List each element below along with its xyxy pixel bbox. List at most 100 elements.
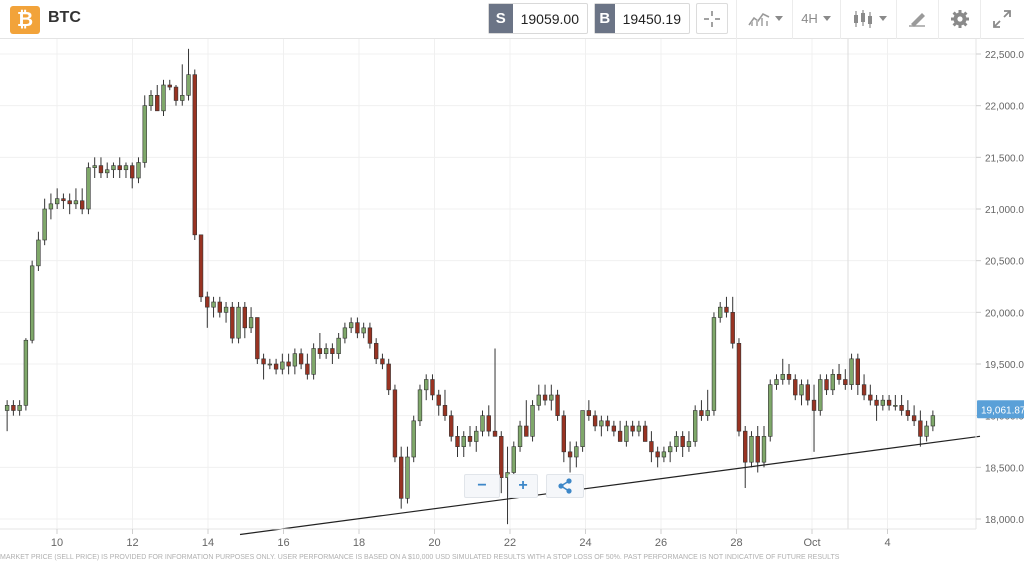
settings-button[interactable] bbox=[944, 3, 976, 34]
candle-body bbox=[442, 405, 448, 416]
chart-type-button[interactable] bbox=[846, 3, 892, 34]
candle-body bbox=[499, 436, 504, 478]
candle-body bbox=[430, 379, 435, 396]
candle-body bbox=[230, 306, 235, 339]
bitcoin-icon: ₿ bbox=[10, 6, 40, 34]
buy-price: 19450.19 bbox=[622, 10, 681, 27]
candle-body bbox=[849, 358, 854, 385]
candle-body bbox=[549, 394, 554, 401]
candle-body bbox=[492, 430, 498, 437]
candle-body bbox=[98, 165, 104, 174]
candle-body bbox=[699, 410, 704, 416]
candle-body bbox=[142, 105, 147, 163]
share-button[interactable] bbox=[546, 474, 584, 498]
candle-body bbox=[111, 165, 116, 171]
candle-body bbox=[455, 436, 460, 447]
candle-body bbox=[148, 95, 154, 106]
x-tick-label: 22 bbox=[504, 537, 516, 549]
candle-body bbox=[686, 441, 692, 447]
crosshair-icon bbox=[704, 10, 720, 27]
y-tick-label: 22,500.00 bbox=[985, 50, 1024, 61]
candle-body bbox=[918, 420, 923, 437]
current-price-tag: 19,061.87 bbox=[977, 400, 1024, 419]
candle-body bbox=[223, 306, 229, 313]
candle-body bbox=[930, 415, 936, 427]
candle-body bbox=[11, 405, 16, 411]
candle-body bbox=[530, 405, 535, 437]
candle-body bbox=[480, 415, 485, 432]
indicators-button[interactable] bbox=[742, 3, 788, 34]
candles bbox=[4, 48, 936, 525]
candle-body bbox=[911, 415, 917, 422]
candle-body bbox=[786, 374, 792, 380]
timeframe-dropdown[interactable]: 4H bbox=[796, 3, 836, 34]
y-tick-label: 20,000.00 bbox=[985, 308, 1024, 319]
buy-button[interactable]: B 19450.19 bbox=[594, 3, 690, 34]
candle-body bbox=[830, 374, 835, 391]
candle-body bbox=[348, 322, 354, 329]
chevron-down-icon bbox=[822, 16, 831, 21]
candle-body bbox=[768, 384, 773, 437]
fullscreen-button[interactable] bbox=[986, 3, 1018, 34]
trendline[interactable] bbox=[239, 435, 981, 536]
candle-body bbox=[267, 363, 273, 366]
price-chart[interactable]: 10 12 14 16 18 20 22 24 26 28 Oct 4 18,000.00 18,500… bbox=[0, 39, 1024, 554]
buy-tag: B bbox=[595, 4, 615, 33]
y-tick-label: 20,500.00 bbox=[985, 257, 1024, 268]
x-tick-label: 16 bbox=[277, 537, 289, 549]
x-axis: 10 12 14 16 18 20 22 24 26 28 Oct 4 bbox=[51, 529, 891, 549]
candle-body bbox=[242, 306, 247, 329]
candle-body bbox=[924, 425, 929, 437]
candle-body bbox=[542, 394, 548, 401]
candle-body bbox=[524, 425, 529, 437]
candle-body bbox=[255, 317, 260, 360]
candle-body bbox=[630, 425, 635, 432]
candle-body bbox=[167, 84, 172, 88]
candle-body bbox=[736, 343, 742, 432]
candle-body bbox=[893, 405, 898, 407]
indicators-icon bbox=[747, 12, 769, 26]
sell-button[interactable]: S 19059.00 bbox=[488, 3, 588, 34]
candle-body bbox=[4, 405, 10, 411]
candle-body bbox=[886, 399, 892, 406]
zoom-in-button[interactable]: + bbox=[508, 474, 538, 498]
drawing-tools-button[interactable] bbox=[900, 3, 934, 34]
candle-body bbox=[693, 410, 698, 442]
candle-body bbox=[605, 420, 610, 427]
toolbar: ₿ BTC S 19059.00 B 19450.19 4H bbox=[0, 0, 1024, 39]
candle-body bbox=[761, 436, 767, 463]
candle-body bbox=[67, 200, 72, 205]
candle-body bbox=[592, 415, 598, 427]
candle-body bbox=[305, 363, 310, 375]
candle-body bbox=[130, 165, 135, 179]
candle-body bbox=[217, 301, 222, 313]
zoom-out-button[interactable]: − bbox=[464, 474, 500, 498]
candle-body bbox=[705, 410, 710, 416]
candle-body bbox=[661, 451, 667, 458]
candle-body bbox=[211, 301, 216, 308]
candle-body bbox=[730, 312, 735, 344]
y-tick-label: 22,000.00 bbox=[985, 102, 1024, 113]
candle-body bbox=[655, 451, 660, 458]
y-tick-label: 18,000.00 bbox=[985, 515, 1024, 526]
candle-body bbox=[236, 306, 241, 339]
candle-body bbox=[23, 339, 29, 406]
candle-body bbox=[649, 441, 654, 453]
candle-body bbox=[586, 410, 592, 416]
sell-tag: S bbox=[489, 4, 513, 33]
candle-body bbox=[280, 361, 285, 370]
candle-body bbox=[286, 361, 291, 367]
candle-body bbox=[667, 446, 673, 453]
candle-body bbox=[868, 394, 873, 401]
trendline-segment bbox=[239, 435, 981, 536]
candle-body bbox=[311, 348, 316, 375]
y-tick-label: 21,500.00 bbox=[985, 153, 1024, 164]
candle-body bbox=[36, 239, 41, 267]
candle-body bbox=[298, 353, 304, 365]
candle-body bbox=[186, 74, 191, 96]
crosshair-button[interactable] bbox=[696, 3, 728, 34]
gear-icon bbox=[951, 9, 969, 28]
current-price-label: 19,061.87 bbox=[981, 405, 1024, 416]
candle-body bbox=[361, 327, 366, 334]
candle-body bbox=[123, 165, 129, 171]
